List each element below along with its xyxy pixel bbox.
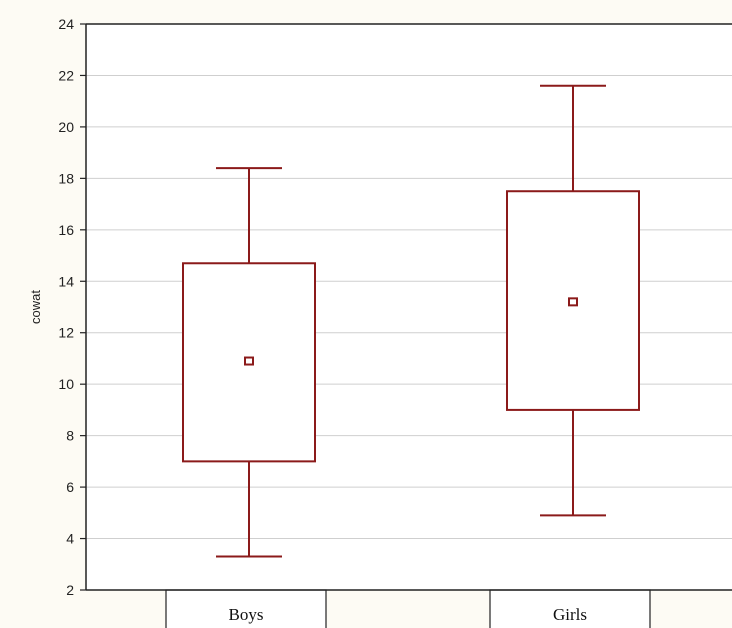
y-tick-label: 10 bbox=[58, 376, 74, 392]
mean-marker bbox=[244, 356, 254, 366]
box-girls bbox=[506, 84, 640, 517]
y-tick-label: 22 bbox=[58, 67, 74, 83]
y-tick-label: 16 bbox=[58, 222, 74, 238]
mean-marker bbox=[568, 297, 578, 307]
y-tick-label: 12 bbox=[58, 325, 74, 341]
x-category-labels: Boys Girls bbox=[165, 589, 651, 628]
x-category-label: Girls bbox=[553, 605, 587, 624]
category-label-box bbox=[165, 589, 327, 628]
y-tick-label: 4 bbox=[66, 531, 74, 547]
x-category-label: Boys bbox=[229, 605, 264, 624]
y-axis-label: cowat bbox=[28, 290, 43, 324]
y-tick-label: 18 bbox=[58, 170, 74, 186]
y-tick-label: 2 bbox=[66, 582, 74, 598]
category-label-box bbox=[489, 589, 651, 628]
box-boys bbox=[182, 167, 316, 558]
boxes bbox=[182, 84, 640, 558]
y-tick-label: 14 bbox=[58, 273, 74, 289]
y-tick-label: 6 bbox=[66, 479, 74, 495]
y-tick-label: 20 bbox=[58, 119, 74, 135]
y-tick-label: 24 bbox=[58, 16, 74, 32]
y-tick-label: 8 bbox=[66, 428, 74, 444]
